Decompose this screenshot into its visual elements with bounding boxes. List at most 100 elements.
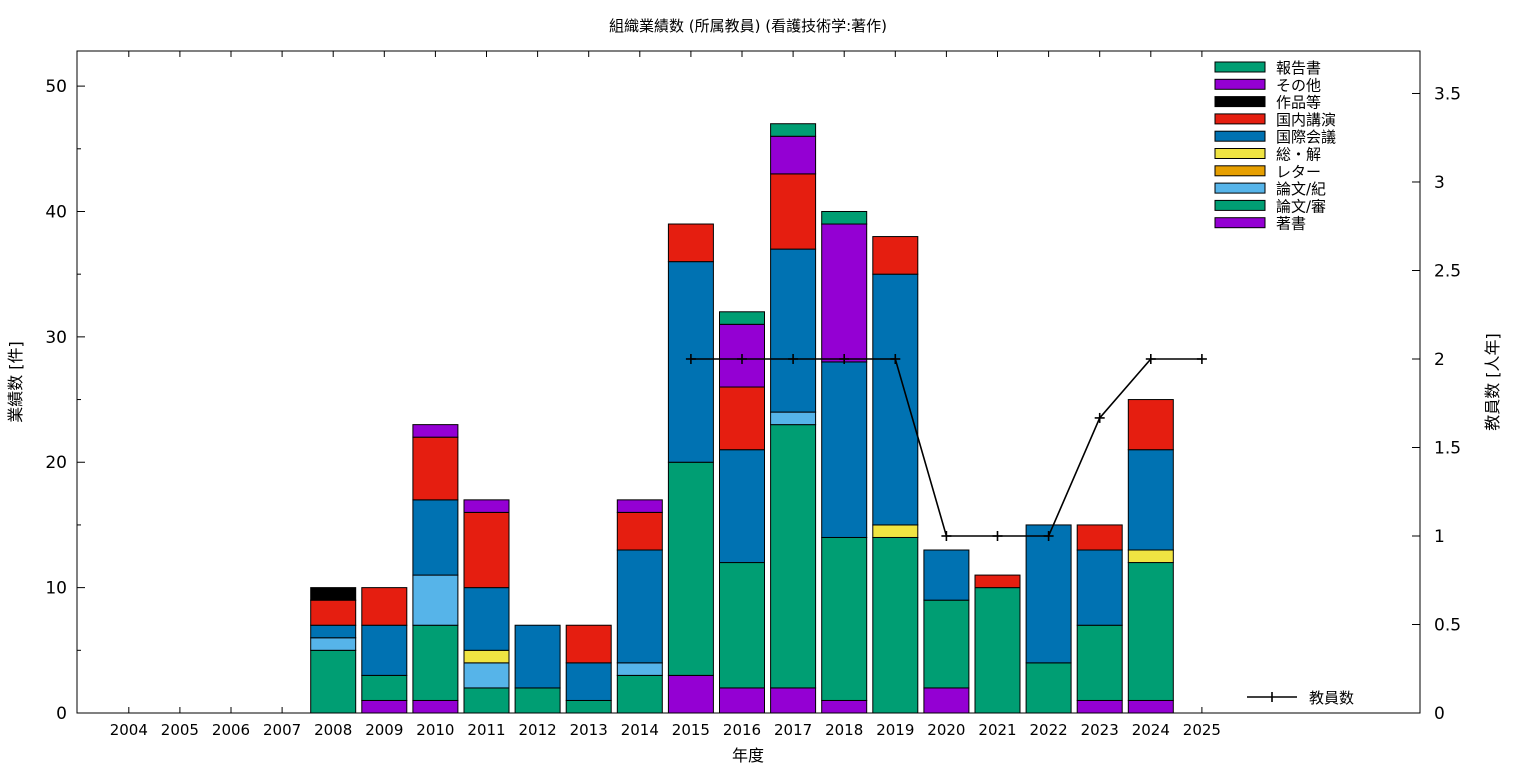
bar-segment: [770, 411, 817, 426]
bar-segment: [923, 599, 970, 689]
bar-segment: [310, 624, 357, 639]
bar-segment: [1076, 624, 1123, 701]
bar-segment: [616, 662, 663, 676]
x-tick-label: 2013: [570, 721, 608, 739]
x-tick-label: 2019: [876, 721, 914, 739]
y2-tick-label: 1.5: [1434, 438, 1461, 458]
y-tick-label: 10: [45, 579, 67, 599]
x-tick-label: 2014: [621, 721, 659, 739]
x-tick-label: 2006: [212, 721, 250, 739]
bar-segment: [565, 624, 612, 664]
bar-segment: [1127, 549, 1174, 564]
bar-segment: [1025, 662, 1072, 714]
bar-segment: [310, 637, 357, 651]
x-tick-label: 2018: [825, 721, 863, 739]
bar-segment: [719, 687, 765, 714]
y2-tick-label: 2.5: [1434, 261, 1461, 281]
bar-segment: [412, 436, 459, 501]
x-tick-label: 2025: [1183, 721, 1221, 739]
legend-swatch: [1214, 148, 1266, 159]
x-tick-label: 2005: [161, 721, 199, 739]
legend-label: 総・解: [1276, 146, 1321, 164]
bar-segment: [310, 599, 357, 626]
bar-segment: [514, 624, 561, 689]
x-tick-label: 2016: [723, 721, 761, 739]
x-tick-label: 2020: [927, 721, 965, 739]
plot-frame: [76, 50, 1421, 714]
bar-segment: [719, 449, 765, 564]
legend-label: 国際会議: [1276, 128, 1336, 146]
bar-segment: [463, 662, 510, 689]
legend-swatch: [1214, 130, 1266, 142]
x-tick-label: 2010: [416, 721, 454, 739]
legend-label: 著書: [1276, 215, 1306, 233]
bar-segment: [667, 674, 714, 714]
y-tick-label: 50: [45, 77, 67, 97]
bar-segment: [872, 273, 919, 526]
bar-segment: [463, 687, 510, 714]
bars-group: [310, 123, 1174, 714]
bar-segment: [361, 624, 408, 676]
x-tick-label: 2004: [110, 721, 148, 739]
bar-segment: [310, 587, 357, 601]
bar-segment: [412, 624, 459, 701]
bar-segment: [923, 687, 970, 714]
bar-segment: [463, 587, 510, 651]
y2-tick-label: 0: [1434, 704, 1445, 724]
legend-swatch: [1214, 78, 1266, 90]
bar-segment: [412, 424, 459, 438]
bar-segment: [1076, 524, 1123, 551]
y2-tick-label: 3: [1434, 173, 1445, 193]
bar-segment: [770, 248, 817, 413]
bar-segment: [974, 574, 1021, 589]
bar-segment: [770, 424, 817, 689]
legend-swatch: [1214, 113, 1266, 125]
bar-segment: [770, 135, 817, 175]
bar-segment: [565, 699, 612, 714]
y2-tick-label: 1: [1434, 527, 1445, 547]
bar-segment: [1127, 449, 1174, 551]
y-tick-label: 40: [45, 202, 67, 222]
bar-segment: [1127, 399, 1174, 451]
bar-segment: [361, 699, 408, 714]
bar-segment: [616, 549, 663, 664]
y-tick-label: 30: [45, 328, 67, 348]
bar-segment: [1076, 549, 1123, 626]
x-tick-label: 2011: [467, 721, 505, 739]
bar-segment: [770, 687, 817, 714]
bar-segment: [872, 236, 919, 275]
bar-segment: [565, 662, 612, 701]
chart-title: 組織業績数 (所属教員) (看護技術学:著作): [609, 17, 887, 35]
legend-swatch: [1214, 217, 1266, 229]
x-tick-label: 2015: [672, 721, 710, 739]
legend-label: その他: [1276, 76, 1321, 94]
faculty-line-group: [685, 353, 1207, 541]
x-tick-label: 2023: [1081, 721, 1119, 739]
bar-segment: [821, 210, 868, 225]
legend-label: レター: [1276, 163, 1321, 181]
bar-segment: [719, 386, 765, 451]
bar-segment: [412, 699, 459, 714]
bar-segment: [821, 536, 868, 701]
bar-segment: [872, 524, 919, 538]
legend-swatch: [1214, 96, 1266, 108]
legend-label: 論文/審: [1276, 197, 1326, 215]
legend-swatch: [1214, 61, 1266, 73]
bar-segment: [821, 699, 868, 714]
x-tick-label: 2021: [978, 721, 1016, 739]
y2-tick-label: 0.5: [1434, 615, 1461, 635]
x-tick-label: 2022: [1030, 721, 1068, 739]
x-tick-label: 2012: [519, 721, 557, 739]
bar-segment: [667, 461, 714, 676]
bar-segment: [616, 674, 663, 714]
x-tick-label: 2017: [774, 721, 812, 739]
y2-axis-label: 教員数 [人年]: [1483, 333, 1502, 431]
bar-segment: [719, 311, 765, 325]
bar-segment: [463, 649, 510, 664]
legend-label: 作品等: [1276, 94, 1321, 112]
legend-swatch: [1214, 182, 1266, 194]
x-axis-label: 年度: [732, 746, 764, 765]
bar-segment: [770, 123, 817, 137]
